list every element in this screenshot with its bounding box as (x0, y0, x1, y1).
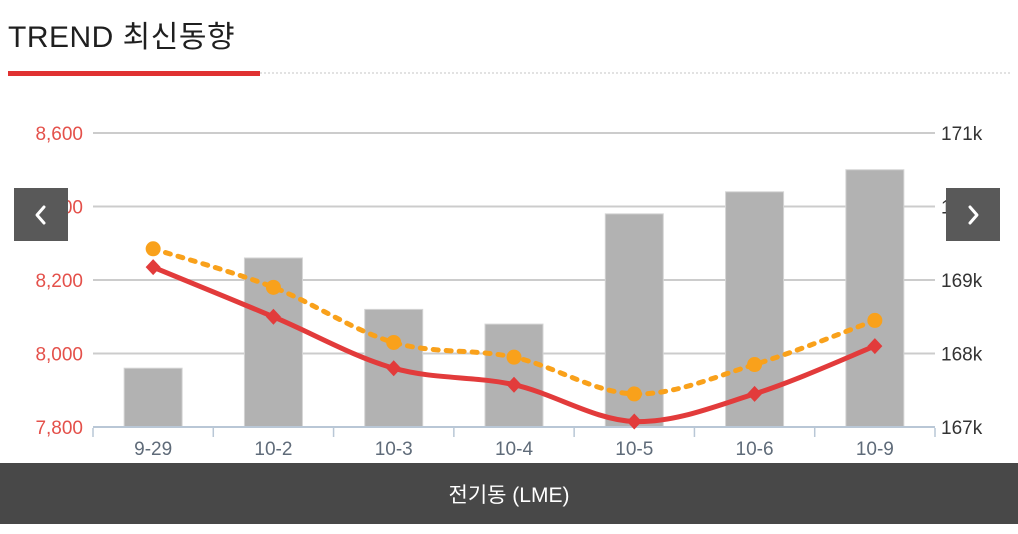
chart-caption-bar: 전기동 (LME) (0, 463, 1018, 524)
page-title: TREND 최신동향 (8, 21, 236, 54)
chart-caption: 전기동 (LME) (448, 483, 570, 507)
dotted-price-line-marker (386, 334, 402, 350)
x-axis-label: 10-4 (495, 439, 533, 460)
x-axis-label: 10-9 (856, 439, 894, 460)
y-axis-label-left: 8,600 (35, 124, 83, 145)
dotted-price-line-marker (626, 386, 642, 402)
x-axis-label: 10-3 (375, 439, 413, 460)
dotted-price-line-marker (265, 279, 281, 295)
dotted-price-line-marker (867, 312, 883, 328)
title-underline (8, 71, 1010, 76)
header: TREND 최신동향 (8, 12, 1010, 76)
volume-bar (845, 169, 905, 428)
y-axis-label-left: 8,200 (35, 271, 83, 292)
dotted-divider (8, 72, 1010, 74)
dotted-price-line-marker (747, 357, 763, 373)
volume-bar (123, 367, 183, 428)
x-axis-label: 10-6 (736, 439, 774, 460)
solid-price-line-marker (386, 360, 402, 377)
next-button[interactable] (946, 188, 1000, 241)
solid-price-line-marker (867, 338, 883, 355)
trend-chart: 8,600171k8,400170k8,200169k8,000168k7,80… (35, 124, 983, 460)
x-axis-label: 10-2 (254, 439, 292, 460)
prev-button[interactable] (14, 188, 68, 241)
dotted-price-line-marker (145, 241, 161, 257)
volume-bar (484, 323, 544, 428)
y-axis-label-left: 7,800 (35, 418, 83, 439)
solid-price-line-marker (626, 413, 642, 430)
y-axis-label-left: 8,000 (35, 345, 83, 366)
chevron-right-icon (968, 205, 979, 224)
y-axis-label-right: 169k (941, 271, 983, 292)
title-accent-bar (8, 71, 260, 76)
solid-price-line-marker (747, 385, 763, 402)
solid-price-line-marker (145, 259, 161, 276)
x-axis-label: 10-5 (615, 439, 653, 460)
y-axis-label-right: 167k (941, 418, 983, 439)
y-axis-label-right: 168k (941, 345, 983, 366)
y-axis-label-right: 171k (941, 124, 983, 145)
chart-area: 8,600171k8,400170k8,200169k8,000168k7,80… (0, 105, 1018, 463)
dotted-price-line-marker (506, 349, 522, 365)
chevron-left-icon (35, 205, 46, 224)
solid-price-line-marker (265, 308, 281, 325)
x-axis-label: 9-29 (134, 439, 172, 460)
solid-price-line-marker (506, 376, 522, 393)
